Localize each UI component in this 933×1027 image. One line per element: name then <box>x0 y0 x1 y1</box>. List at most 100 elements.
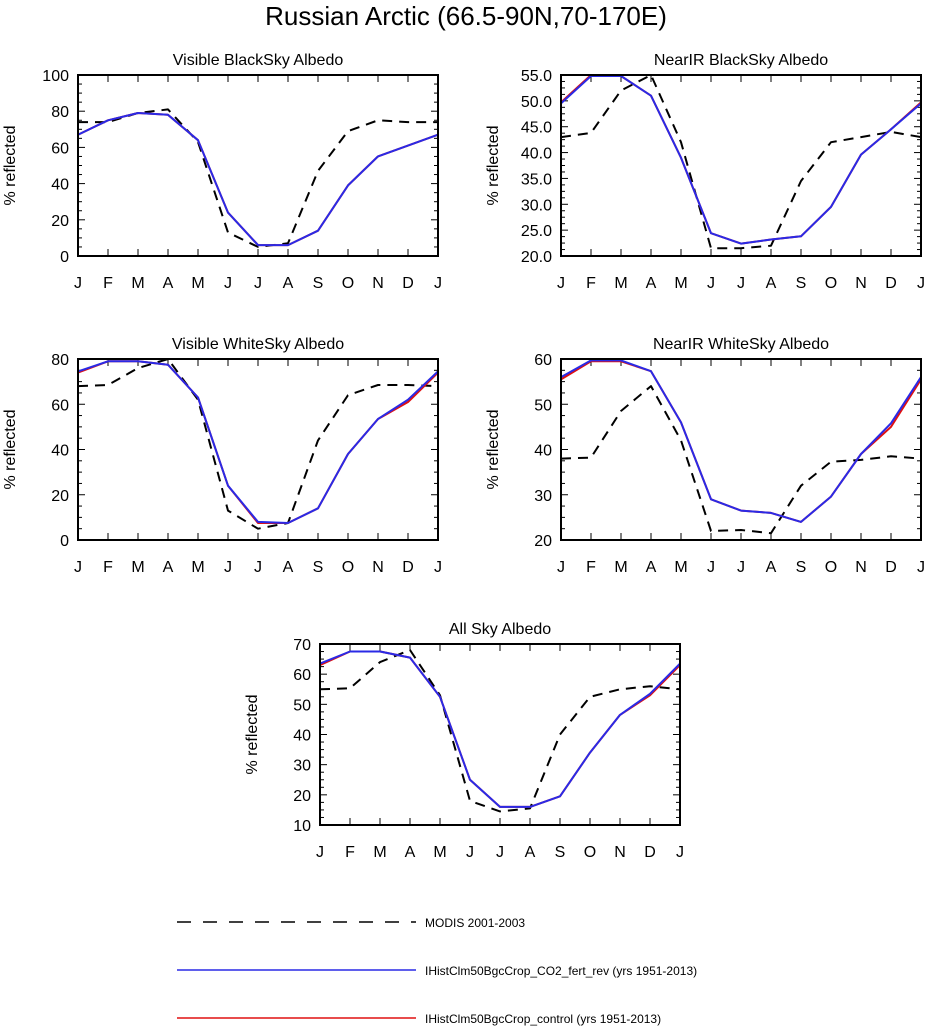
x-tick-label: N <box>855 275 867 292</box>
x-tick-label: S <box>796 275 807 292</box>
x-tick-label: D <box>885 275 897 292</box>
y-tick-label: 10 <box>293 818 311 835</box>
plot-frame <box>560 74 922 257</box>
x-tick-label: M <box>614 559 627 576</box>
plot-frame <box>77 358 439 541</box>
y-axis-label: % reflected <box>485 409 502 489</box>
x-tick-label: M <box>674 275 687 292</box>
x-tick-label: O <box>342 559 354 576</box>
series-group <box>320 649 680 813</box>
x-tick-label: M <box>191 275 204 292</box>
chart-panel: Visible BlackSky Albedo % reflected 0 20 40 6… <box>2 52 442 292</box>
y-tick-label: 50.0 <box>521 94 552 111</box>
x-tick-label: N <box>614 844 626 861</box>
x-tick-label: J <box>224 275 232 292</box>
y-axis-label: % reflected <box>485 125 502 205</box>
x-tick-label: S <box>313 559 324 576</box>
y-tick-label: 20 <box>293 788 311 805</box>
x-tick-label: J <box>224 559 232 576</box>
y-tick-label: 0 <box>60 533 69 550</box>
x-tick-label: J <box>316 844 324 861</box>
y-tick-label: 35.0 <box>521 171 552 188</box>
x-tick-label: S <box>796 559 807 576</box>
panel-title: NearIR BlackSky Albedo <box>654 52 828 69</box>
x-tick-label: O <box>584 844 596 861</box>
x-tick-label: J <box>74 559 82 576</box>
series-line-modis <box>561 385 921 535</box>
x-tick-label: A <box>283 559 294 576</box>
y-tick-label: 40 <box>51 443 69 460</box>
y-tick-label: 40 <box>51 177 69 194</box>
series-line-model <box>78 360 438 524</box>
x-tick-label: J <box>557 559 565 576</box>
y-tick-label: 60 <box>293 667 311 684</box>
series-line-model <box>561 360 921 523</box>
series-group <box>561 75 921 250</box>
x-tick-label: J <box>254 275 262 292</box>
x-tick-label: A <box>646 275 657 292</box>
y-axis-label: % reflected <box>244 694 261 774</box>
y-tick-label: 60 <box>51 140 69 157</box>
series-line-model <box>561 359 921 523</box>
plot-frame <box>77 74 439 257</box>
x-tick-label: J <box>74 275 82 292</box>
x-tick-label: A <box>283 275 294 292</box>
y-tick-label: 40 <box>534 443 552 460</box>
chart-panels: Visible BlackSky Albedo % reflected 0 20 40 6… <box>2 52 925 861</box>
x-tick-label: F <box>586 559 596 576</box>
x-tick-label: N <box>372 275 384 292</box>
y-tick-label: 0 <box>60 249 69 266</box>
y-tick-label: 50 <box>293 697 311 714</box>
x-tick-label: A <box>646 559 657 576</box>
panel-title: Visible WhiteSky Albedo <box>172 336 344 353</box>
y-tick-label: 20 <box>51 488 69 505</box>
x-tick-label: J <box>434 559 442 576</box>
y-tick-label: 20 <box>534 533 552 550</box>
x-tick-label: A <box>766 559 777 576</box>
x-tick-label: J <box>917 275 925 292</box>
panel-title: Visible BlackSky Albedo <box>173 52 344 69</box>
x-tick-label: J <box>676 844 684 861</box>
x-tick-label: M <box>373 844 386 861</box>
series-line-modis <box>320 649 680 813</box>
y-tick-label: 45.0 <box>521 120 552 137</box>
legend: MODIS 2001-2003 IHistClm50BgcCrop_CO2_fer… <box>177 916 697 1026</box>
y-tick-label: 20.0 <box>521 249 552 266</box>
x-tick-label: D <box>644 844 656 861</box>
panel-title: NearIR WhiteSky Albedo <box>653 336 829 353</box>
y-tick-label: 25.0 <box>521 223 552 240</box>
x-tick-label: A <box>766 275 777 292</box>
y-tick-label: 40 <box>293 728 311 745</box>
x-tick-label: A <box>405 844 416 861</box>
plot-frame <box>560 358 922 541</box>
y-axis-label: % reflected <box>2 125 19 205</box>
y-tick-label: 60 <box>534 352 552 369</box>
y-tick-label: 50 <box>534 397 552 414</box>
chart-panel: All Sky Albedo % reflected 10 20 30 40 50 60 70 J… <box>244 621 684 861</box>
y-tick-label: 30 <box>293 758 311 775</box>
figure-title: Russian Arctic (66.5-90N,70-170E) <box>265 1 667 31</box>
y-tick-label: 30 <box>534 488 552 505</box>
y-tick-label: 60 <box>51 397 69 414</box>
x-tick-label: J <box>917 559 925 576</box>
x-tick-label: O <box>825 275 837 292</box>
x-tick-label: J <box>737 559 745 576</box>
legend-label: MODIS 2001-2003 <box>425 916 525 930</box>
x-tick-label: J <box>254 559 262 576</box>
series-line-model <box>561 75 921 245</box>
y-tick-label: 100 <box>42 68 69 85</box>
y-tick-label: 80 <box>51 104 69 121</box>
x-tick-label: J <box>707 275 715 292</box>
y-axis-label: % reflected <box>2 409 19 489</box>
x-tick-label: N <box>372 559 384 576</box>
series-line-model <box>78 112 438 247</box>
x-tick-label: F <box>103 559 113 576</box>
x-tick-label: A <box>163 559 174 576</box>
legend-label: IHistClm50BgcCrop_control (yrs 1951-2013… <box>425 1012 661 1026</box>
plot-frame <box>319 643 681 826</box>
x-tick-label: M <box>131 559 144 576</box>
x-tick-label: J <box>557 275 565 292</box>
series-group <box>78 359 438 530</box>
series-line-modis <box>78 108 438 248</box>
x-tick-label: J <box>434 275 442 292</box>
